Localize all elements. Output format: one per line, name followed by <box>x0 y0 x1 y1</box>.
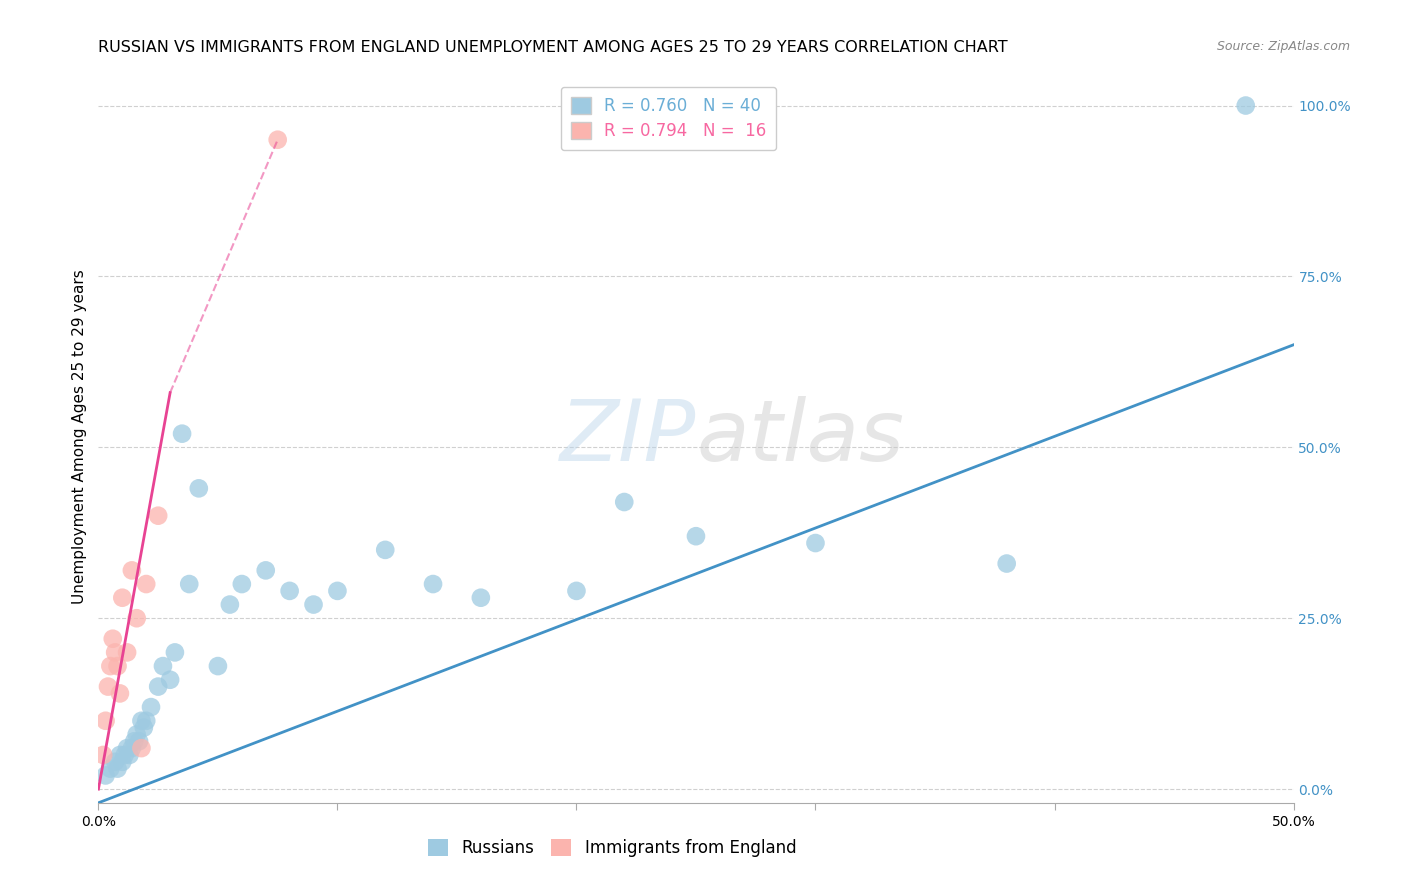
Point <box>107 762 129 776</box>
Point <box>111 755 134 769</box>
Point <box>121 563 143 577</box>
Point <box>231 577 253 591</box>
Point <box>131 741 153 756</box>
Point <box>114 747 136 762</box>
Point <box>278 583 301 598</box>
Point <box>179 577 201 591</box>
Point <box>302 598 325 612</box>
Legend: Russians, Immigrants from England: Russians, Immigrants from England <box>422 832 803 864</box>
Point <box>148 680 170 694</box>
Text: ZIP: ZIP <box>560 395 696 479</box>
Point <box>804 536 827 550</box>
Point <box>132 721 155 735</box>
Point <box>104 755 127 769</box>
Point <box>326 583 349 598</box>
Point <box>267 133 290 147</box>
Point <box>98 659 122 673</box>
Point <box>374 542 396 557</box>
Point <box>121 741 143 756</box>
Text: RUSSIAN VS IMMIGRANTS FROM ENGLAND UNEMPLOYMENT AMONG AGES 25 TO 29 YEARS CORREL: RUSSIAN VS IMMIGRANTS FROM ENGLAND UNEMP… <box>98 40 1008 55</box>
Point <box>125 611 148 625</box>
Point <box>163 645 186 659</box>
Point <box>94 768 117 782</box>
Point <box>97 680 120 694</box>
Point <box>207 659 229 673</box>
Point <box>107 659 129 673</box>
Point <box>422 577 444 591</box>
Point <box>139 700 162 714</box>
Point <box>108 747 131 762</box>
Point <box>254 563 277 577</box>
Point <box>159 673 181 687</box>
Text: atlas: atlas <box>696 395 904 479</box>
Point <box>135 714 157 728</box>
Point <box>101 632 124 646</box>
Point <box>131 714 153 728</box>
Point <box>128 734 150 748</box>
Point <box>91 747 114 762</box>
Point <box>115 645 138 659</box>
Point <box>111 591 134 605</box>
Point <box>613 495 636 509</box>
Point <box>152 659 174 673</box>
Point <box>124 734 146 748</box>
Point <box>98 762 122 776</box>
Point <box>1234 98 1257 112</box>
Y-axis label: Unemployment Among Ages 25 to 29 years: Unemployment Among Ages 25 to 29 years <box>72 269 87 605</box>
Point <box>148 508 170 523</box>
Point <box>219 598 242 612</box>
Point <box>115 741 138 756</box>
Point <box>187 481 209 495</box>
Point <box>104 645 127 659</box>
Point <box>685 529 707 543</box>
Point <box>135 577 157 591</box>
Point <box>108 686 131 700</box>
Point <box>118 747 141 762</box>
Point <box>995 557 1018 571</box>
Text: Source: ZipAtlas.com: Source: ZipAtlas.com <box>1216 40 1350 54</box>
Point <box>125 727 148 741</box>
Point <box>94 714 117 728</box>
Point <box>565 583 588 598</box>
Point <box>172 426 194 441</box>
Point <box>470 591 492 605</box>
